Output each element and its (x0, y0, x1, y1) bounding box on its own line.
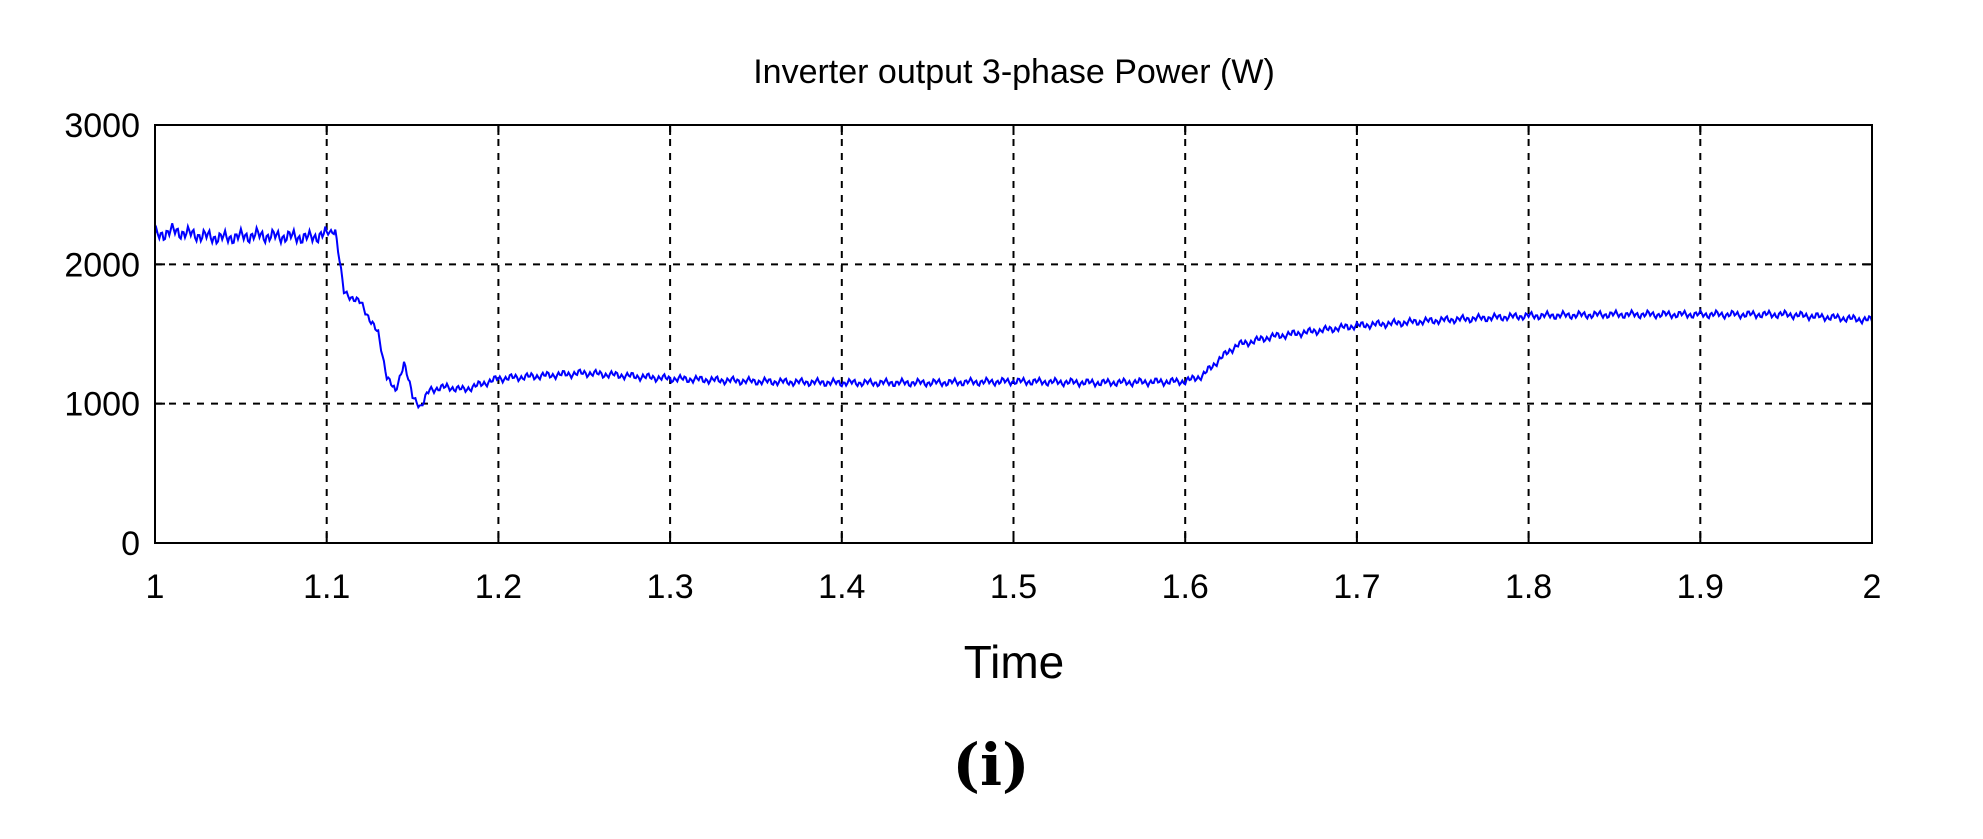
plot-background (155, 125, 1872, 543)
x-tick-label: 1.7 (1333, 568, 1380, 606)
grid-lines (155, 125, 1872, 543)
x-tick-label: 1.4 (818, 568, 865, 606)
x-tick-label: 2 (1863, 568, 1882, 606)
x-tick-label: 1.3 (646, 568, 693, 606)
x-axis-label: Time (964, 636, 1065, 688)
x-tick-label: 1 (146, 568, 165, 606)
y-tick-label: 0 (121, 525, 140, 563)
y-tick-labels: 0 1000 2000 3000 (64, 107, 140, 563)
panel-label: (i) (953, 731, 1030, 799)
x-tick-labels: 1 1.1 1.2 1.3 1.4 1.5 1.6 1.7 1.8 1.9 2 (146, 568, 1882, 606)
y-tick-label: 2000 (64, 246, 140, 284)
x-tick-label: 1.6 (1162, 568, 1209, 606)
x-tick-label: 1.2 (475, 568, 522, 606)
y-tick-label: 1000 (64, 386, 140, 424)
x-tick-label: 1.1 (303, 568, 350, 606)
y-tick-label: 3000 (64, 107, 140, 145)
series-line (154, 222, 1873, 410)
x-tick-label: 1.5 (990, 568, 1037, 606)
series-group (154, 222, 1873, 410)
chart-title: Inverter output 3-phase Power (W) (753, 53, 1275, 91)
x-tick-label: 1.8 (1505, 568, 1552, 606)
x-tick-label: 1.9 (1677, 568, 1724, 606)
axis-ticks (154, 124, 1873, 544)
